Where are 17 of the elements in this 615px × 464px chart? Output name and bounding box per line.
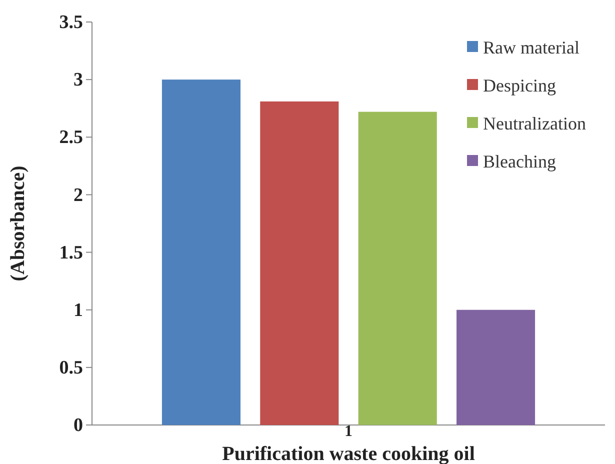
legend-label: Raw material [483,37,580,58]
bar [162,80,240,425]
y-tick-label: 3 [74,70,83,91]
y-tick-label: 1 [74,300,83,321]
bar [358,112,437,425]
legend-label: Neutralization [483,113,586,134]
legend-label: Despicing [483,75,556,96]
y-tick-label: 2.5 [59,127,83,148]
y-tick-label: 3.5 [59,12,83,34]
legend-label: Bleaching [483,151,556,172]
y-tick-label: 1.5 [59,242,83,264]
bar [456,310,536,425]
y-tick-label: 0 [74,415,83,436]
y-tick-label: 2 [74,184,83,206]
bar [260,101,339,425]
y-axis-title: (Absorbance) [7,166,29,282]
y-tick-label: 0.5 [59,358,83,379]
